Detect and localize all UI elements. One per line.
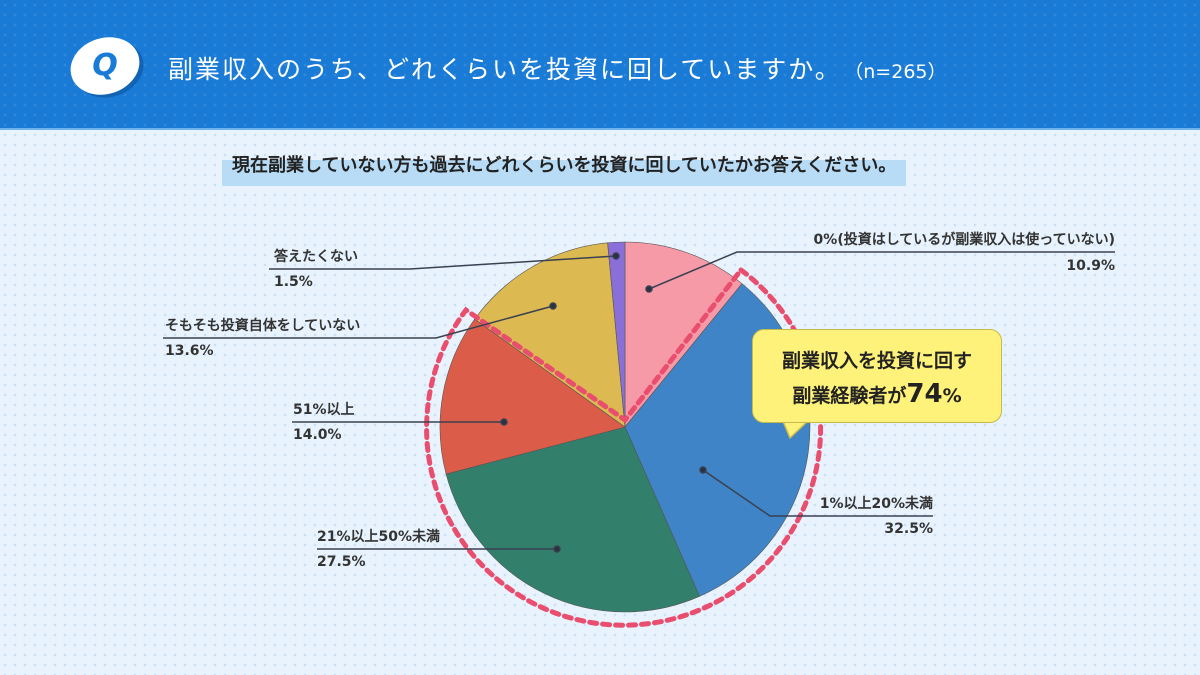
callout-box: 副業収入を投資に回す 副業経験者が74%: [752, 329, 1002, 423]
question-text: 副業収入のうち、どれくらいを投資に回していますか。: [168, 55, 842, 84]
question-title: 副業収入のうち、どれくらいを投資に回していますか。 （n=265）: [168, 50, 947, 86]
label-51pct-name: 51%以上: [293, 402, 355, 418]
leader-no-answer: [269, 255, 617, 270]
sample-size: （n=265）: [853, 61, 947, 83]
label-21-50pct-name: 21%以上50%未満: [317, 529, 441, 545]
label-0pct-name: 0%(投資はしているが副業収入は使っていない): [813, 232, 1115, 248]
label-no-answer-name: 答えたくない: [274, 249, 358, 265]
leader-0pct: [648, 251, 1115, 290]
leader-1-20pct: [702, 469, 933, 517]
header-banner: Q 副業収入のうち、どれくらいを投資に回していますか。 （n=265）: [0, 0, 1200, 130]
label-0pct-value: 10.9%: [1066, 258, 1115, 274]
callout-value: 74: [906, 379, 943, 409]
callout-suffix: %: [942, 385, 962, 407]
label-no-investment-name: そもそも投資自体をしていない: [165, 318, 361, 334]
callout-line1: 副業収入を投資に回す: [781, 350, 972, 372]
label-1-20pct-value: 32.5%: [884, 521, 933, 537]
leader-no-investment: [163, 305, 554, 339]
slice-no-answer: [607, 241, 626, 428]
subtitle-note: 現在副業していない方も過去にどれくらいを投資に回していたかお答えください。: [222, 150, 907, 186]
slice-no-investment: [474, 242, 626, 428]
callout-tail-mask: [782, 417, 809, 421]
label-no-answer-value: 1.5%: [274, 274, 313, 290]
callout-line2: 副業経験者が74%: [753, 379, 1001, 409]
label-no-investment-value: 13.6%: [165, 343, 214, 359]
slice-21-50pct: [445, 426, 700, 613]
label-51pct-value: 14.0%: [293, 427, 342, 443]
label-1-20pct-name: 1%以上20%未満: [819, 496, 933, 512]
callout-prefix: 副業経験者が: [792, 385, 907, 407]
label-21-50pct-value: 27.5%: [317, 554, 366, 570]
